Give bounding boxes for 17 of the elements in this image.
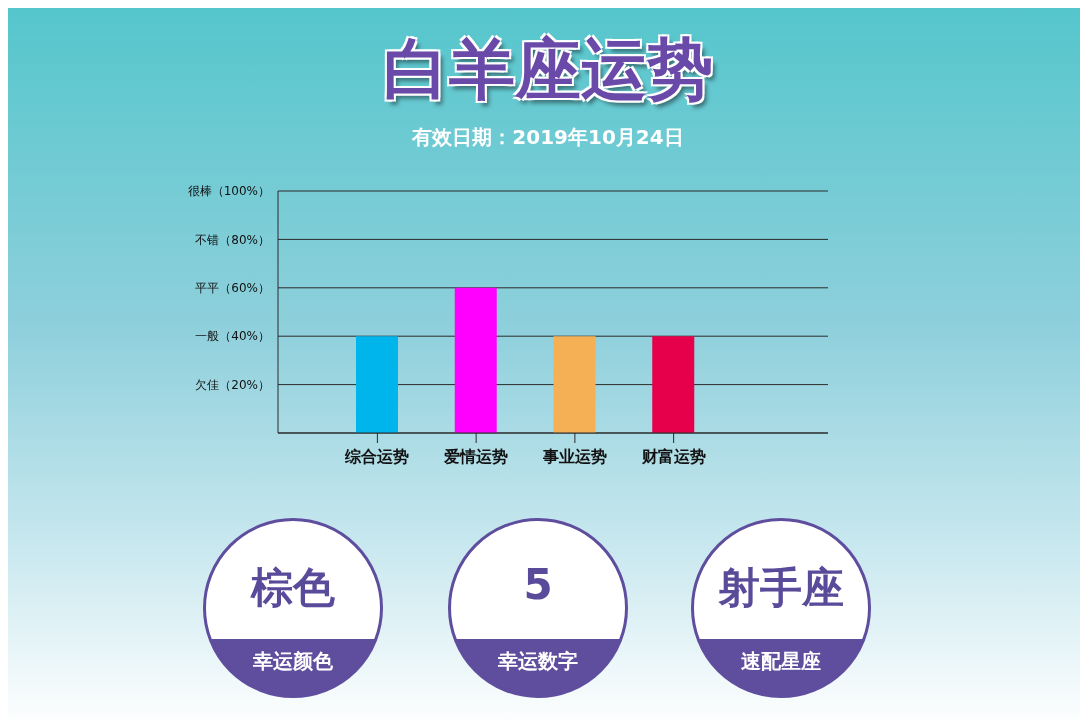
text: 棕色 xyxy=(249,562,336,614)
y-tick-label: 一般（40%） xyxy=(195,329,270,344)
x-tick-label: 事业运势 xyxy=(541,447,607,467)
y-tick-label: 平平（60%） xyxy=(195,281,270,296)
y-tick-label: 不错（80%） xyxy=(195,232,270,247)
text: 射手座 xyxy=(717,562,845,614)
x-tick-label: 综合运势 xyxy=(344,447,410,467)
text: 幸运数字 xyxy=(497,648,579,675)
x-tick-label: 财富运势 xyxy=(640,447,706,467)
x-tick-label: 爱情运势 xyxy=(443,447,509,467)
text: 5 xyxy=(522,560,554,609)
text: 幸运颜色 xyxy=(252,648,334,675)
chart-title: 白羊座运势 xyxy=(382,30,714,110)
text: 速配星座 xyxy=(740,648,822,675)
y-tick-label: 很棒（100%） xyxy=(187,184,270,199)
chart-subtitle: 有效日期：2019年10月24日 xyxy=(411,124,685,151)
y-tick-label: 欠佳（20%） xyxy=(195,377,270,392)
